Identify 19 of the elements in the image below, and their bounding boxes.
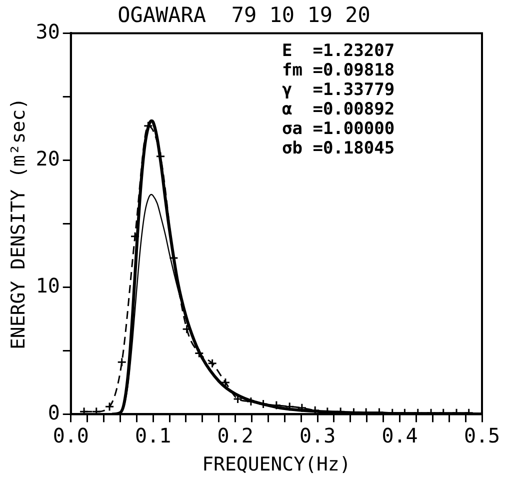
annotation: γ =1.33779	[282, 80, 395, 100]
y-tick-label: 0	[48, 400, 60, 424]
annotation: fm =0.09818	[282, 60, 395, 81]
x-tick-label: 0.3	[299, 423, 336, 448]
y-tick-label: 30	[36, 19, 60, 44]
annotation: α =0.00892	[282, 100, 395, 120]
x-tick-label: 0.1	[135, 423, 172, 448]
y-tick-label: 10	[36, 273, 60, 298]
annotation: σb =0.18045	[282, 138, 395, 159]
annotation: E =1.23207	[282, 41, 395, 62]
annotation: σa =1.00000	[282, 119, 395, 140]
chart-title: OGAWARA 79 10 19 20	[118, 3, 370, 28]
y-axis-title: ENERGY DENSITY (m²sec)	[7, 98, 30, 350]
x-tick-label: 0.0	[52, 423, 89, 448]
x-tick-label: 0.5	[464, 423, 500, 448]
y-tick-label: 20	[36, 146, 60, 170]
x-axis-title: FREQUENCY(Hz)	[202, 454, 351, 476]
x-tick-label: 0.4	[382, 423, 418, 448]
x-tick-label: 0.2	[217, 423, 254, 448]
